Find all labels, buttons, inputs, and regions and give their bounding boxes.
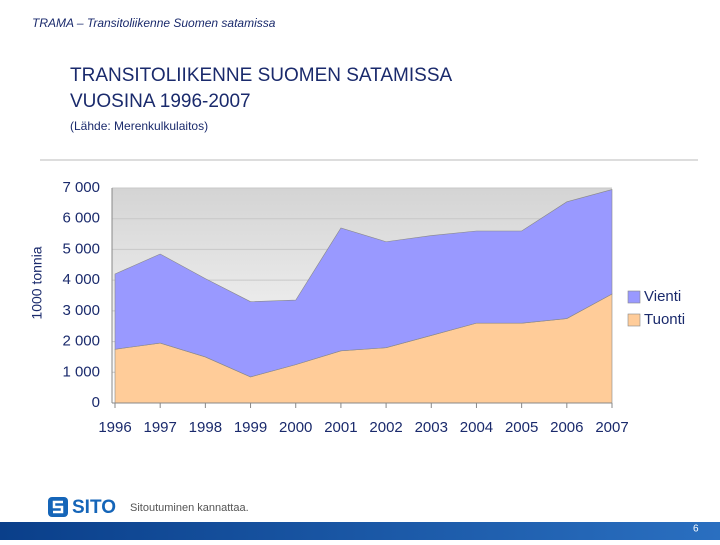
- x-tick-label: 2005: [505, 419, 538, 436]
- chart: 0 1 000 2 000 3 000 4 000 5 000 6 000 7 000 1996…: [29, 179, 685, 436]
- footer-bar: [0, 522, 720, 540]
- x-tick-label: 2001: [324, 419, 357, 436]
- x-tick-label: 2006: [550, 419, 583, 436]
- y-tick-label: 6 000: [62, 210, 100, 227]
- legend-swatch: [627, 313, 641, 327]
- x-tick-label: 2007: [595, 419, 628, 436]
- title-line: VUOSINA 1996-2007: [70, 91, 251, 112]
- legend-swatch: [627, 290, 641, 304]
- y-tick-label: 2 000: [62, 333, 100, 350]
- legend-label: Tuonti: [644, 311, 685, 328]
- y-tick-label: 0: [92, 394, 100, 411]
- header: TRAMA – Transitoliikenne Suomen satamiss…: [32, 16, 276, 30]
- x-tick-label: 1998: [189, 419, 222, 436]
- legend-label: Vienti: [644, 288, 681, 305]
- x-tick-label: 1996: [98, 419, 131, 436]
- y-tick-label: 7 000: [62, 179, 100, 196]
- x-tick-label: 2004: [460, 419, 493, 436]
- logo: SITO: [72, 497, 116, 518]
- x-tick-label: 2002: [369, 419, 402, 436]
- x-tick-label: 1999: [234, 419, 267, 436]
- y-tick-label: 3 000: [62, 302, 100, 319]
- y-axis-title: 1000 tonnia: [29, 246, 45, 319]
- y-tick-label: 5 000: [62, 240, 100, 257]
- source: (Lähde: Merenkulkulaitos): [70, 119, 208, 133]
- logo-icon-s: [52, 500, 64, 514]
- tagline: Sitoutuminen kannattaa.: [130, 502, 249, 514]
- y-tick-label: 4 000: [62, 271, 100, 288]
- x-tick-label: 2000: [279, 419, 312, 436]
- x-tick-label: 2003: [415, 419, 448, 436]
- x-tick-label: 1997: [143, 419, 176, 436]
- page-number: 6: [693, 524, 699, 535]
- title-line: TRANSITOLIIKENNE SUOMEN SATAMISSA: [70, 65, 453, 86]
- area: [114, 189, 613, 378]
- y-tick-label: 1 000: [62, 363, 100, 380]
